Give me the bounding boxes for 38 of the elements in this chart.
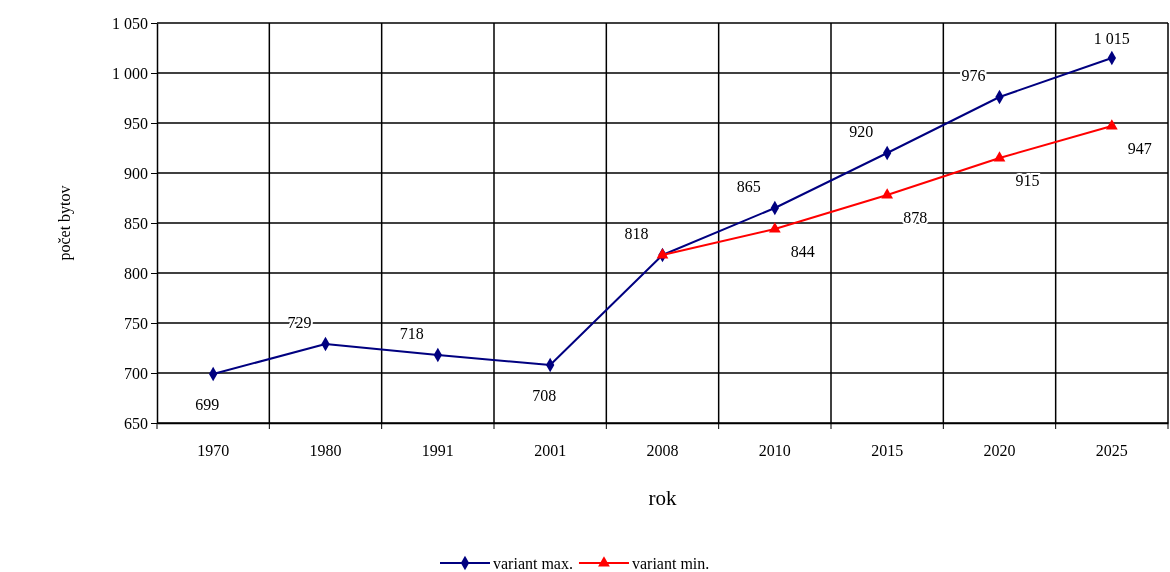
x-tick-label: 2015	[871, 442, 904, 460]
x-tick-label: 1970	[197, 442, 230, 460]
data-label: 920	[849, 123, 874, 140]
y-tick-label: 850	[124, 214, 148, 232]
data-label: 865	[736, 178, 761, 195]
x-tick-label: 2008	[646, 442, 679, 460]
data-label: 947	[1127, 140, 1152, 157]
y-tick-label: 700	[124, 364, 148, 382]
x-tick-label: 2025	[1095, 442, 1128, 460]
data-label: 699	[195, 396, 220, 413]
x-tick-label: 1980	[309, 442, 342, 460]
x-axis-title: rok	[648, 486, 677, 510]
point	[993, 151, 1006, 162]
y-axis-title: počet bytov	[56, 185, 74, 261]
data-label: 708	[532, 387, 557, 404]
point	[881, 188, 894, 199]
x-tick-label: 1991	[421, 442, 454, 460]
y-tick-label: 900	[124, 164, 148, 182]
y-tick-label: 750	[124, 314, 148, 332]
point	[656, 248, 669, 259]
data-label: 718	[399, 325, 424, 342]
y-tick-label: 650	[124, 414, 148, 432]
x-tick-label: 2020	[983, 442, 1016, 460]
y-tick-label: 1 050	[112, 14, 148, 32]
legend-label: variant max.	[493, 555, 573, 572]
legend-label: variant min.	[631, 555, 710, 572]
y-tick-label: 950	[124, 114, 148, 132]
data-label: 1 015	[1093, 30, 1130, 47]
x-tick-label: 2010	[758, 442, 791, 460]
x-tick-label: 2001	[534, 442, 567, 460]
y-tick-label: 1 000	[112, 64, 148, 82]
point	[1105, 119, 1118, 130]
data-label: 878	[903, 209, 928, 226]
data-label: 915	[1015, 172, 1040, 189]
data-label: 818	[624, 225, 649, 242]
data-label: 844	[790, 243, 815, 260]
y-tick-label: 800	[124, 264, 148, 282]
point	[768, 222, 781, 233]
